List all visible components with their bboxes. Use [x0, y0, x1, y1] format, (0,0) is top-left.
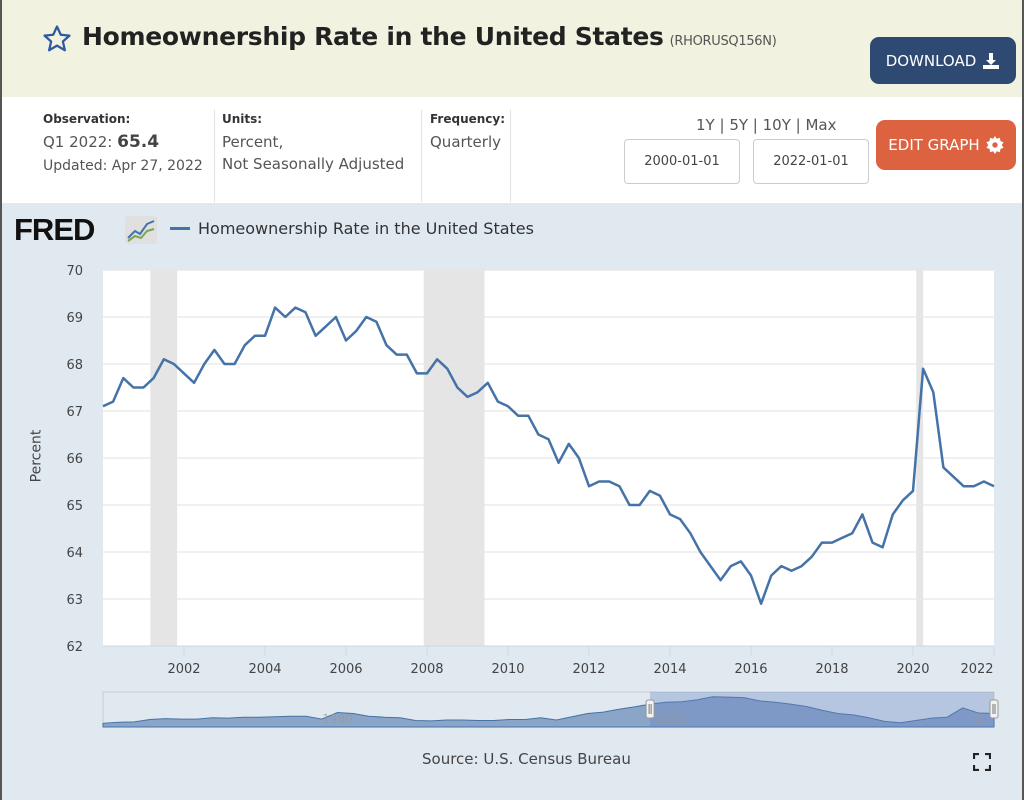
source-note: Source: U.S. Census Bureau	[422, 750, 631, 768]
y-tick-label: 65	[66, 499, 83, 514]
y-tick-label: 69	[66, 311, 83, 326]
x-tick-label: 2012	[572, 662, 605, 677]
title-text: Homeownership Rate in the United States	[82, 22, 664, 51]
x-tick-label: 2014	[653, 662, 686, 677]
fred-logo: FRED	[14, 212, 95, 247]
x-tick-label: 2020	[896, 662, 929, 677]
series-header	[2, 0, 1022, 97]
divider	[510, 110, 511, 202]
navigator-selection	[650, 692, 994, 727]
observation-value: 65.4	[117, 132, 160, 152]
navigator-label: 1980	[322, 712, 353, 726]
star-outline-icon[interactable]	[42, 24, 72, 54]
updated-date: Updated: Apr 27, 2022	[43, 158, 203, 174]
range-max[interactable]: Max	[805, 116, 837, 134]
download-icon	[983, 52, 1000, 69]
y-tick-label: 67	[66, 405, 83, 420]
range-10y[interactable]: 10Y	[762, 116, 791, 134]
divider	[214, 110, 215, 202]
x-tick-label: 2006	[329, 662, 362, 677]
frequency-value: Quarterly	[430, 133, 501, 151]
divider	[421, 110, 422, 202]
units-adjustment: Not Seasonally Adjusted	[222, 155, 405, 173]
x-tick-label: 2002	[167, 662, 200, 677]
units-block: Units: Percent, Not Seasonally Adjusted	[222, 111, 404, 175]
observation-period: Q1 2022:	[43, 133, 113, 151]
legend-line-swatch	[170, 227, 190, 230]
y-tick-label: 66	[66, 452, 83, 467]
gear-icon	[986, 136, 1004, 154]
start-date-input[interactable]: 2000-01-01	[624, 139, 740, 184]
download-button[interactable]: DOWNLOAD	[870, 37, 1016, 84]
observation-label: Observation:	[43, 112, 131, 126]
fred-chart-logo-icon	[125, 216, 157, 244]
x-tick-label: 2010	[491, 662, 524, 677]
navigator-handle[interactable]	[645, 699, 655, 719]
navigator-handle[interactable]	[989, 699, 999, 719]
navigator-series	[102, 696, 995, 728]
y-tick-label: 63	[66, 593, 83, 608]
units-label: Units:	[222, 112, 263, 126]
x-tick-label: 2016	[734, 662, 767, 677]
observation-block: Observation: Q1 2022: 65.4 Updated: Apr …	[43, 111, 203, 177]
series-id: (RHORUSQ156N)	[669, 34, 777, 49]
navigator-label: 2...	[974, 712, 993, 726]
y-tick-label: 64	[66, 546, 83, 561]
x-tick-label: 2018	[815, 662, 848, 677]
range-1y[interactable]: 1Y	[696, 116, 715, 134]
y-tick-label: 70	[66, 264, 83, 279]
edit-graph-label: EDIT GRAPH	[888, 136, 980, 154]
range-selector: 1Y | 5Y | 10Y | Max	[696, 116, 837, 134]
y-tick-label: 68	[66, 358, 83, 373]
page-title: Homeownership Rate in the United States (…	[82, 22, 777, 51]
y-tick-label: 62	[66, 640, 83, 655]
fullscreen-icon[interactable]	[973, 753, 991, 771]
range-5y[interactable]: 5Y	[729, 116, 749, 134]
x-tick-label: 2022	[960, 662, 993, 677]
frequency-block: Frequency: Quarterly	[430, 111, 505, 153]
x-tick-label: 2004	[248, 662, 281, 677]
download-label: DOWNLOAD	[885, 51, 977, 70]
series-line	[102, 306, 995, 605]
navigator-label: 2000	[655, 712, 686, 726]
x-tick-label: 2008	[410, 662, 443, 677]
edit-graph-button[interactable]: EDIT GRAPH	[876, 120, 1016, 170]
chart-legend[interactable]: Homeownership Rate in the United States	[170, 219, 534, 238]
legend-label: Homeownership Rate in the United States	[198, 219, 534, 238]
end-date-input[interactable]: 2022-01-01	[753, 139, 869, 184]
units-value: Percent,	[222, 133, 284, 151]
frequency-label: Frequency:	[430, 112, 506, 126]
